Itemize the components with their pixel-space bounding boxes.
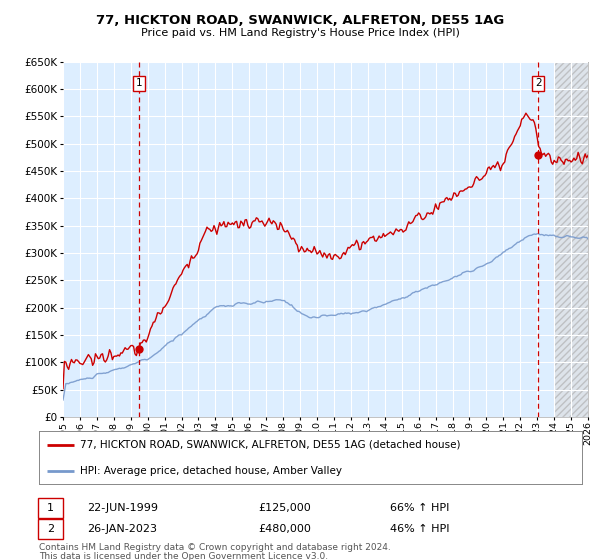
- Text: 1: 1: [47, 503, 54, 513]
- Text: HPI: Average price, detached house, Amber Valley: HPI: Average price, detached house, Ambe…: [80, 466, 342, 476]
- Text: 77, HICKTON ROAD, SWANWICK, ALFRETON, DE55 1AG (detached house): 77, HICKTON ROAD, SWANWICK, ALFRETON, DE…: [80, 440, 460, 450]
- Text: 2: 2: [47, 524, 54, 534]
- Text: 22-JUN-1999: 22-JUN-1999: [87, 503, 158, 513]
- Text: 77, HICKTON ROAD, SWANWICK, ALFRETON, DE55 1AG: 77, HICKTON ROAD, SWANWICK, ALFRETON, DE…: [96, 14, 504, 27]
- Text: 1: 1: [136, 78, 142, 88]
- Text: 2: 2: [535, 78, 542, 88]
- Text: Price paid vs. HM Land Registry's House Price Index (HPI): Price paid vs. HM Land Registry's House …: [140, 28, 460, 38]
- Text: 66% ↑ HPI: 66% ↑ HPI: [390, 503, 449, 513]
- Text: This data is licensed under the Open Government Licence v3.0.: This data is licensed under the Open Gov…: [39, 552, 328, 560]
- Text: Contains HM Land Registry data © Crown copyright and database right 2024.: Contains HM Land Registry data © Crown c…: [39, 543, 391, 552]
- Bar: [554, 62, 588, 417]
- Text: £125,000: £125,000: [258, 503, 311, 513]
- Bar: [554, 62, 588, 417]
- Text: 46% ↑ HPI: 46% ↑ HPI: [390, 524, 449, 534]
- Text: 26-JAN-2023: 26-JAN-2023: [87, 524, 157, 534]
- Text: £480,000: £480,000: [258, 524, 311, 534]
